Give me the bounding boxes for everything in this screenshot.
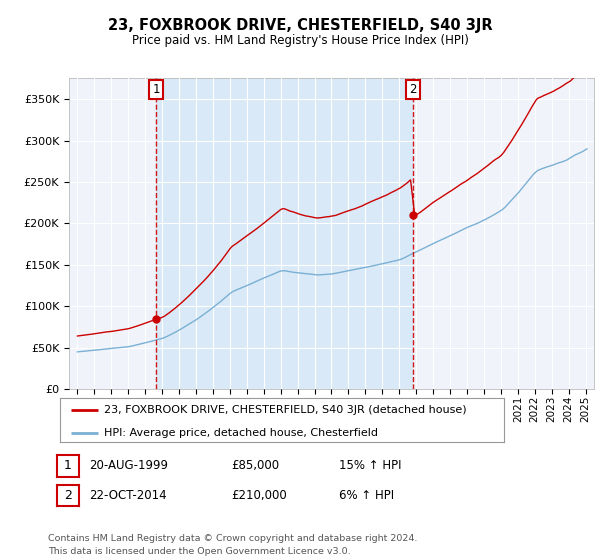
Text: £85,000: £85,000 [231, 459, 279, 473]
Text: 23, FOXBROOK DRIVE, CHESTERFIELD, S40 3JR: 23, FOXBROOK DRIVE, CHESTERFIELD, S40 3J… [107, 18, 493, 34]
Text: 23, FOXBROOK DRIVE, CHESTERFIELD, S40 3JR (detached house): 23, FOXBROOK DRIVE, CHESTERFIELD, S40 3J… [104, 405, 467, 415]
Text: 2: 2 [64, 489, 72, 502]
Text: Contains HM Land Registry data © Crown copyright and database right 2024.
This d: Contains HM Land Registry data © Crown c… [48, 534, 418, 556]
Text: 15% ↑ HPI: 15% ↑ HPI [339, 459, 401, 473]
Text: 6% ↑ HPI: 6% ↑ HPI [339, 489, 394, 502]
Text: 2: 2 [409, 83, 417, 96]
Text: 1: 1 [152, 83, 160, 96]
Text: 22-OCT-2014: 22-OCT-2014 [89, 489, 166, 502]
Bar [156, 78, 413, 389]
Text: Price paid vs. HM Land Registry's House Price Index (HPI): Price paid vs. HM Land Registry's House … [131, 34, 469, 46]
Text: HPI: Average price, detached house, Chesterfield: HPI: Average price, detached house, Ches… [104, 427, 379, 437]
Text: 1: 1 [64, 459, 72, 473]
Text: 20-AUG-1999: 20-AUG-1999 [89, 459, 168, 473]
Text: £210,000: £210,000 [231, 489, 287, 502]
